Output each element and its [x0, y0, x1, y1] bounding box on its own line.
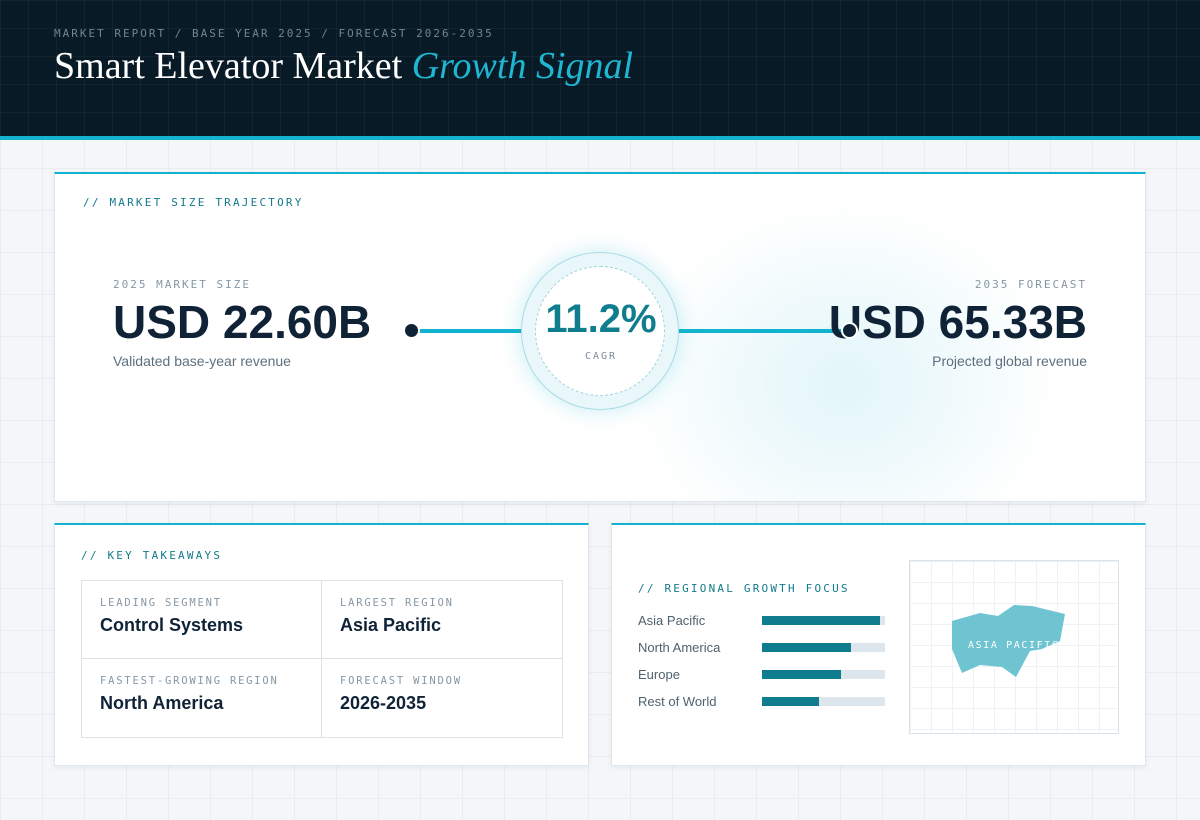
grid-vertical-divider [321, 581, 322, 737]
forecast-subtitle: Projected global revenue [932, 353, 1087, 369]
takeaway-largest-region: LARGEST REGION Asia Pacific [322, 581, 562, 659]
takeaway-value: Control Systems [100, 615, 244, 635]
map-region-label: ASIA PACIFIC [968, 640, 1060, 651]
takeaway-value: North America [100, 693, 224, 713]
takeaways-section-label: // KEY TAKEAWAYS [81, 549, 223, 562]
takeaway-label: LEADING SEGMENT [100, 597, 222, 609]
forecast-value: USD 65.33B [828, 296, 1087, 348]
market-size-trajectory-card: // MARKET SIZE TRAJECTORY 2025 MARKET SI… [54, 172, 1146, 502]
region-bar-label: Rest of World [638, 694, 717, 709]
report-header: MARKET REPORT / BASE YEAR 2025 / FORECAS… [0, 0, 1200, 140]
region-bar-fill [762, 697, 819, 706]
cagr-value: 11.2% [545, 297, 657, 341]
region-bar-fill [762, 670, 841, 679]
takeaway-value: Asia Pacific [340, 615, 442, 635]
region-bar-row: Rest of World [638, 694, 888, 709]
takeaways-grid: LEADING SEGMENT Control Systems LARGEST … [81, 580, 563, 738]
title-accent: Growth Signal [411, 45, 634, 87]
page-title: Smart Elevator Market Growth Signal [54, 44, 633, 88]
forecast-glow [635, 204, 1055, 501]
forecast-label: 2035 FORECAST [974, 278, 1087, 291]
start-point-marker [403, 322, 420, 339]
region-bar-label: Asia Pacific [638, 613, 706, 628]
regional-section-label: // REGIONAL GROWTH FOCUS [638, 582, 850, 595]
region-bar-track [762, 697, 885, 706]
cagr-inner-ring: 11.2% CAGR [535, 266, 665, 396]
regional-growth-card: // REGIONAL GROWTH FOCUS Asia Pacific No… [611, 523, 1146, 766]
end-point-marker [841, 322, 858, 339]
region-bar-fill [762, 643, 851, 652]
base-year-subtitle: Validated base-year revenue [113, 353, 291, 369]
region-bar-track [762, 643, 885, 652]
region-bar-track [762, 670, 885, 679]
region-bar-fill [762, 616, 881, 625]
grid-horizontal-divider [82, 658, 562, 659]
takeaway-forecast-window: FORECAST WINDOW 2026-2035 [322, 659, 562, 737]
region-bar-row: Europe [638, 667, 888, 682]
takeaway-label: LARGEST REGION [340, 597, 454, 609]
region-map: ASIA PACIFIC [909, 560, 1119, 734]
trajectory-section-label: // MARKET SIZE TRAJECTORY [83, 196, 304, 209]
key-takeaways-card: // KEY TAKEAWAYS LEADING SEGMENT Control… [54, 523, 589, 766]
takeaway-fastest-growing-region: FASTEST-GROWING REGION North America [82, 659, 322, 737]
base-year-label: 2025 MARKET SIZE [113, 278, 251, 291]
breadcrumb: MARKET REPORT / BASE YEAR 2025 / FORECAS… [54, 27, 494, 40]
takeaway-label: FASTEST-GROWING REGION [100, 675, 279, 687]
cagr-badge: 11.2% CAGR [521, 252, 679, 410]
cagr-label: CAGR [584, 351, 618, 362]
title-main: Smart Elevator Market [54, 45, 403, 87]
takeaway-label: FORECAST WINDOW [340, 675, 462, 687]
region-bar-row: Asia Pacific [638, 613, 888, 628]
region-bar-label: Europe [638, 667, 680, 682]
region-bar-track [762, 616, 885, 625]
asia-pacific-map-shape [952, 605, 1065, 677]
base-year-value: USD 22.60B [113, 296, 372, 348]
region-bar-row: North America [638, 640, 888, 655]
takeaway-leading-segment: LEADING SEGMENT Control Systems [82, 581, 322, 659]
region-bar-label: North America [638, 640, 721, 655]
takeaway-value: 2026-2035 [340, 693, 427, 713]
